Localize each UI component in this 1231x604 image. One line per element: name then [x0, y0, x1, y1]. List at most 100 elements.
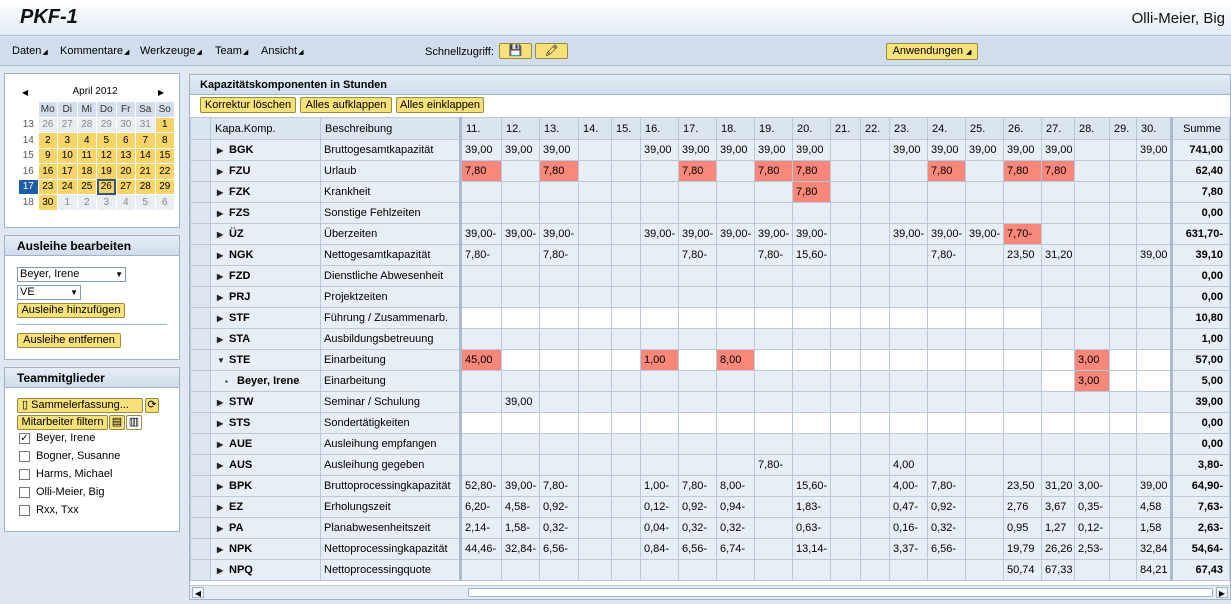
day-value-cell[interactable]: [792, 454, 831, 476]
expand-icon[interactable]: ▶: [217, 167, 224, 176]
day-value-cell[interactable]: [640, 559, 679, 581]
day-value-cell[interactable]: 7,80-: [754, 454, 793, 476]
day-value-cell[interactable]: [716, 202, 755, 224]
day-value-cell[interactable]: [1074, 328, 1110, 350]
day-value-cell[interactable]: [927, 412, 966, 434]
day-value-cell[interactable]: [640, 181, 679, 203]
day-value-cell[interactable]: 4,58-: [501, 496, 540, 518]
calendar-day[interactable]: 18: [76, 163, 97, 180]
calendar-day[interactable]: 3: [57, 132, 78, 149]
column-header-day[interactable]: 22.: [860, 117, 890, 140]
day-value-cell[interactable]: [611, 538, 641, 560]
day-value-cell[interactable]: [460, 559, 502, 581]
day-value-cell[interactable]: [539, 307, 579, 329]
day-value-cell[interactable]: 7,80: [539, 160, 579, 182]
menu-werkzeuge[interactable]: Werkzeuge◢: [140, 45, 202, 57]
day-value-cell[interactable]: 0,47-: [889, 496, 928, 518]
day-value-cell[interactable]: [1074, 202, 1110, 224]
day-value-cell[interactable]: 0,92-: [539, 496, 579, 518]
row-selector[interactable]: [190, 244, 211, 266]
day-value-cell[interactable]: [754, 328, 793, 350]
row-selector[interactable]: [190, 286, 211, 308]
day-value-cell[interactable]: [860, 433, 890, 455]
row-selector[interactable]: [190, 160, 211, 182]
day-value-cell[interactable]: [965, 328, 1004, 350]
column-header-day[interactable]: 18.: [716, 117, 755, 140]
day-value-cell[interactable]: 32,84-: [501, 538, 540, 560]
day-value-cell[interactable]: [860, 181, 890, 203]
column-header-day[interactable]: 17.: [678, 117, 717, 140]
expand-icon[interactable]: ▶: [217, 398, 224, 407]
save-icon[interactable]: 💾: [499, 43, 532, 59]
day-value-cell[interactable]: [1003, 307, 1042, 329]
day-value-cell[interactable]: [640, 391, 679, 413]
day-value-cell[interactable]: [889, 433, 928, 455]
day-value-cell[interactable]: [578, 433, 612, 455]
sammelerfassung-button[interactable]: ▯ Sammelerfassung...: [17, 398, 143, 413]
day-value-cell[interactable]: [539, 265, 579, 287]
day-value-cell[interactable]: [830, 244, 861, 266]
day-value-cell[interactable]: [678, 307, 717, 329]
day-value-cell[interactable]: [754, 286, 793, 308]
day-value-cell[interactable]: [889, 370, 928, 392]
day-value-cell[interactable]: [611, 475, 641, 497]
expand-icon[interactable]: ▶: [217, 335, 224, 344]
day-value-cell[interactable]: 39,00: [716, 139, 755, 161]
expand-icon[interactable]: ▶: [217, 293, 224, 302]
column-header-day[interactable]: 20.: [792, 117, 831, 140]
column-header-day[interactable]: 15.: [611, 117, 641, 140]
day-value-cell[interactable]: [927, 181, 966, 203]
day-value-cell[interactable]: [611, 307, 641, 329]
day-value-cell[interactable]: [965, 454, 1004, 476]
day-value-cell[interactable]: [1003, 454, 1042, 476]
day-value-cell[interactable]: [889, 286, 928, 308]
day-value-cell[interactable]: 7,80: [460, 160, 502, 182]
expand-icon[interactable]: ▶: [217, 230, 224, 239]
day-value-cell[interactable]: [792, 328, 831, 350]
kapa-code[interactable]: ▶ PRJ: [210, 286, 321, 308]
day-value-cell[interactable]: [716, 265, 755, 287]
row-selector[interactable]: [190, 181, 211, 203]
calendar-day[interactable]: 15: [154, 147, 175, 164]
day-value-cell[interactable]: [792, 370, 831, 392]
column-header-day[interactable]: 13.: [539, 117, 579, 140]
day-value-cell[interactable]: [611, 202, 641, 224]
calendar-day[interactable]: 21: [135, 163, 156, 180]
day-value-cell[interactable]: [1041, 286, 1075, 308]
day-value-cell[interactable]: [611, 244, 641, 266]
day-value-cell[interactable]: [965, 349, 1004, 371]
kapa-code[interactable]: ▪ Beyer, Irene: [210, 370, 321, 392]
day-value-cell[interactable]: 84,21: [1136, 559, 1173, 581]
day-value-cell[interactable]: [792, 202, 831, 224]
day-value-cell[interactable]: [889, 307, 928, 329]
day-value-cell[interactable]: [965, 559, 1004, 581]
day-value-cell[interactable]: [578, 475, 612, 497]
day-value-cell[interactable]: [754, 496, 793, 518]
day-value-cell[interactable]: [501, 160, 540, 182]
column-header-summe[interactable]: Summe: [1171, 117, 1230, 140]
day-value-cell[interactable]: [678, 328, 717, 350]
day-value-cell[interactable]: [460, 202, 502, 224]
day-value-cell[interactable]: [965, 244, 1004, 266]
day-value-cell[interactable]: [501, 328, 540, 350]
day-value-cell[interactable]: 39,00: [640, 139, 679, 161]
day-value-cell[interactable]: [640, 370, 679, 392]
day-value-cell[interactable]: [501, 454, 540, 476]
day-value-cell[interactable]: [1136, 181, 1173, 203]
day-value-cell[interactable]: [1109, 433, 1137, 455]
day-value-cell[interactable]: [578, 412, 612, 434]
day-value-cell[interactable]: 0,12-: [1074, 517, 1110, 539]
day-value-cell[interactable]: [792, 412, 831, 434]
day-value-cell[interactable]: 32,84: [1136, 538, 1173, 560]
day-value-cell[interactable]: [1109, 475, 1137, 497]
day-value-cell[interactable]: 39,00: [460, 139, 502, 161]
expand-icon[interactable]: ▶: [217, 419, 224, 428]
day-value-cell[interactable]: [860, 223, 890, 245]
expand-icon[interactable]: ▶: [217, 314, 224, 323]
row-selector[interactable]: [190, 412, 211, 434]
day-value-cell[interactable]: [678, 454, 717, 476]
member-checkbox[interactable]: [19, 505, 30, 516]
day-value-cell[interactable]: [578, 349, 612, 371]
day-value-cell[interactable]: [678, 349, 717, 371]
day-value-cell[interactable]: [460, 328, 502, 350]
